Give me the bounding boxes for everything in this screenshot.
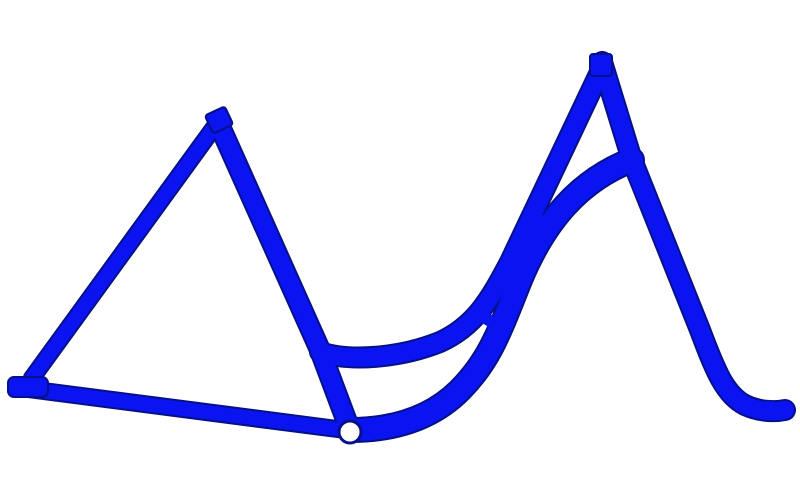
seat-stay [25,115,225,385]
rear-dropout [7,376,49,398]
lower-brace-strut [469,306,498,328]
chain-stay [13,381,352,437]
top-tube [311,63,609,367]
frame-fill [7,53,794,441]
seat-tube [209,113,359,439]
fork-outline [591,51,796,423]
fork-tip [763,401,793,415]
bottom-bracket [337,419,363,445]
down-tube [339,149,643,441]
upper-brace-strut [524,206,554,234]
head-tube-cap [589,53,613,77]
seat-clamp [204,106,234,134]
